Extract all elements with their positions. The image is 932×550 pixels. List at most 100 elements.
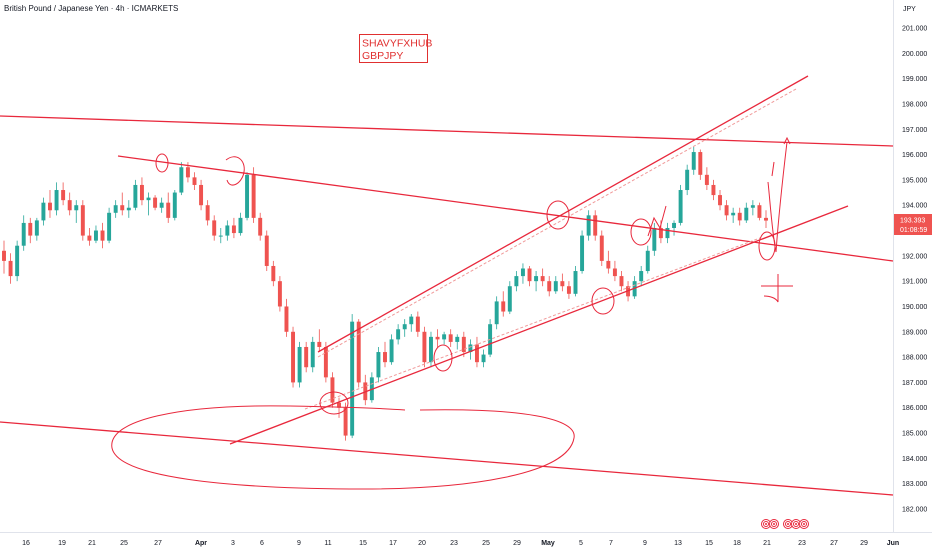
candle-down [704, 174, 709, 185]
candle-down [48, 202, 52, 211]
candle-down [422, 331, 427, 363]
candle-up [107, 212, 112, 241]
y-tick-label: 195.000 [902, 177, 927, 184]
candle-down [284, 306, 289, 332]
currency-label: JPY [903, 6, 916, 13]
y-tick-label: 200.000 [902, 51, 927, 58]
circle-mark-may-21 [758, 231, 776, 261]
candle-down [192, 177, 197, 185]
watermark-line-1: SHAVYFXHUB [362, 38, 432, 50]
candle-up [750, 205, 755, 208]
candle-down [757, 205, 762, 218]
current-price-label: 193.393 01:08:59 [894, 214, 932, 235]
candle-down [474, 344, 479, 363]
candle-up [580, 235, 585, 272]
candle-down [593, 215, 598, 236]
y-axis: 182.000 183.000 184.000 185.000 186.000 187.0… [902, 26, 927, 514]
candles [2, 146, 768, 441]
candle-up [389, 339, 394, 363]
y-tick-label: 189.000 [902, 329, 927, 336]
candle-down [547, 281, 552, 292]
trendline-bottom-channel [0, 421, 894, 496]
y-tick-label: 198.000 [902, 101, 927, 108]
candle-up [310, 341, 315, 368]
candle-up [534, 276, 539, 282]
y-tick-label: 190.000 [902, 304, 927, 311]
x-tick-label: 27 [154, 540, 162, 547]
circle-mark-may-2 [546, 200, 570, 230]
current-price: 193.393 [900, 218, 925, 225]
candle-down [120, 205, 125, 211]
y-tick-label: 185.000 [902, 431, 927, 438]
candle-down [304, 346, 309, 368]
candle-down [566, 286, 571, 294]
eye-icon[interactable] [799, 519, 809, 529]
candle-up [652, 227, 657, 251]
candle-down [100, 230, 105, 241]
event-icons[interactable] [761, 519, 809, 529]
candle-up [402, 324, 407, 330]
candle-up [520, 268, 525, 277]
y-tick-label: 183.000 [902, 481, 927, 488]
candle-up [376, 352, 381, 378]
candle-up [639, 271, 644, 282]
candle-up [573, 271, 578, 294]
x-tick-label: 25 [482, 540, 490, 547]
candle-down [28, 222, 33, 236]
candle-down [612, 268, 617, 277]
candle-up [245, 174, 250, 218]
x-tick-label: Apr [195, 540, 207, 547]
x-tick-label: 29 [860, 540, 868, 547]
candle-down [251, 174, 256, 218]
candle-down [185, 167, 190, 178]
candle-up [514, 276, 519, 287]
candle-down [61, 190, 66, 201]
candle-up [74, 205, 79, 211]
circle-mark-march [155, 153, 169, 173]
candle-down [606, 260, 611, 269]
y-tick-label: 188.000 [902, 355, 927, 362]
candle-down [724, 205, 729, 216]
candle-up [238, 217, 243, 234]
candle-down [540, 276, 545, 282]
zigzag-mark [647, 205, 667, 237]
x-tick-label: 6 [260, 540, 264, 547]
x-tick-label: 21 [763, 540, 771, 547]
candle-down [291, 331, 296, 383]
x-tick-label: 21 [88, 540, 96, 547]
candle-down [343, 407, 348, 436]
candle-down [619, 276, 624, 287]
circle-mark-april-22 [433, 344, 453, 372]
x-tick-label: 23 [798, 540, 806, 547]
x-tick-label: 17 [389, 540, 397, 547]
candle-down [2, 250, 6, 261]
x-tick-label: 18 [733, 540, 741, 547]
candle-down [87, 235, 92, 241]
candle-down [80, 205, 85, 236]
x-tick-label: 23 [450, 540, 458, 547]
candle-down [337, 402, 341, 408]
eye-icon[interactable] [769, 519, 779, 529]
candle-down [264, 235, 269, 266]
x-tick-label: 15 [359, 540, 367, 547]
y-tick-label: 192.000 [902, 253, 927, 260]
x-tick-label: 7 [609, 540, 613, 547]
candle-up [146, 197, 151, 201]
candle-down [8, 260, 13, 277]
candle-up [645, 250, 650, 272]
candle-up [468, 344, 473, 353]
x-tick-label: 16 [22, 540, 30, 547]
countdown-timer: 01:08:59 [900, 227, 927, 234]
candle-down [461, 336, 466, 353]
candle-up [494, 301, 499, 325]
x-tick-label: 13 [674, 540, 682, 547]
y-tick-label: 197.000 [902, 127, 927, 134]
candle-down [415, 316, 420, 332]
candle-up [409, 316, 414, 325]
candle-up [507, 286, 512, 312]
candle-down [330, 377, 335, 403]
candle-down [356, 321, 361, 383]
candle-up [41, 202, 46, 221]
y-tick-label: 187.000 [902, 380, 927, 387]
